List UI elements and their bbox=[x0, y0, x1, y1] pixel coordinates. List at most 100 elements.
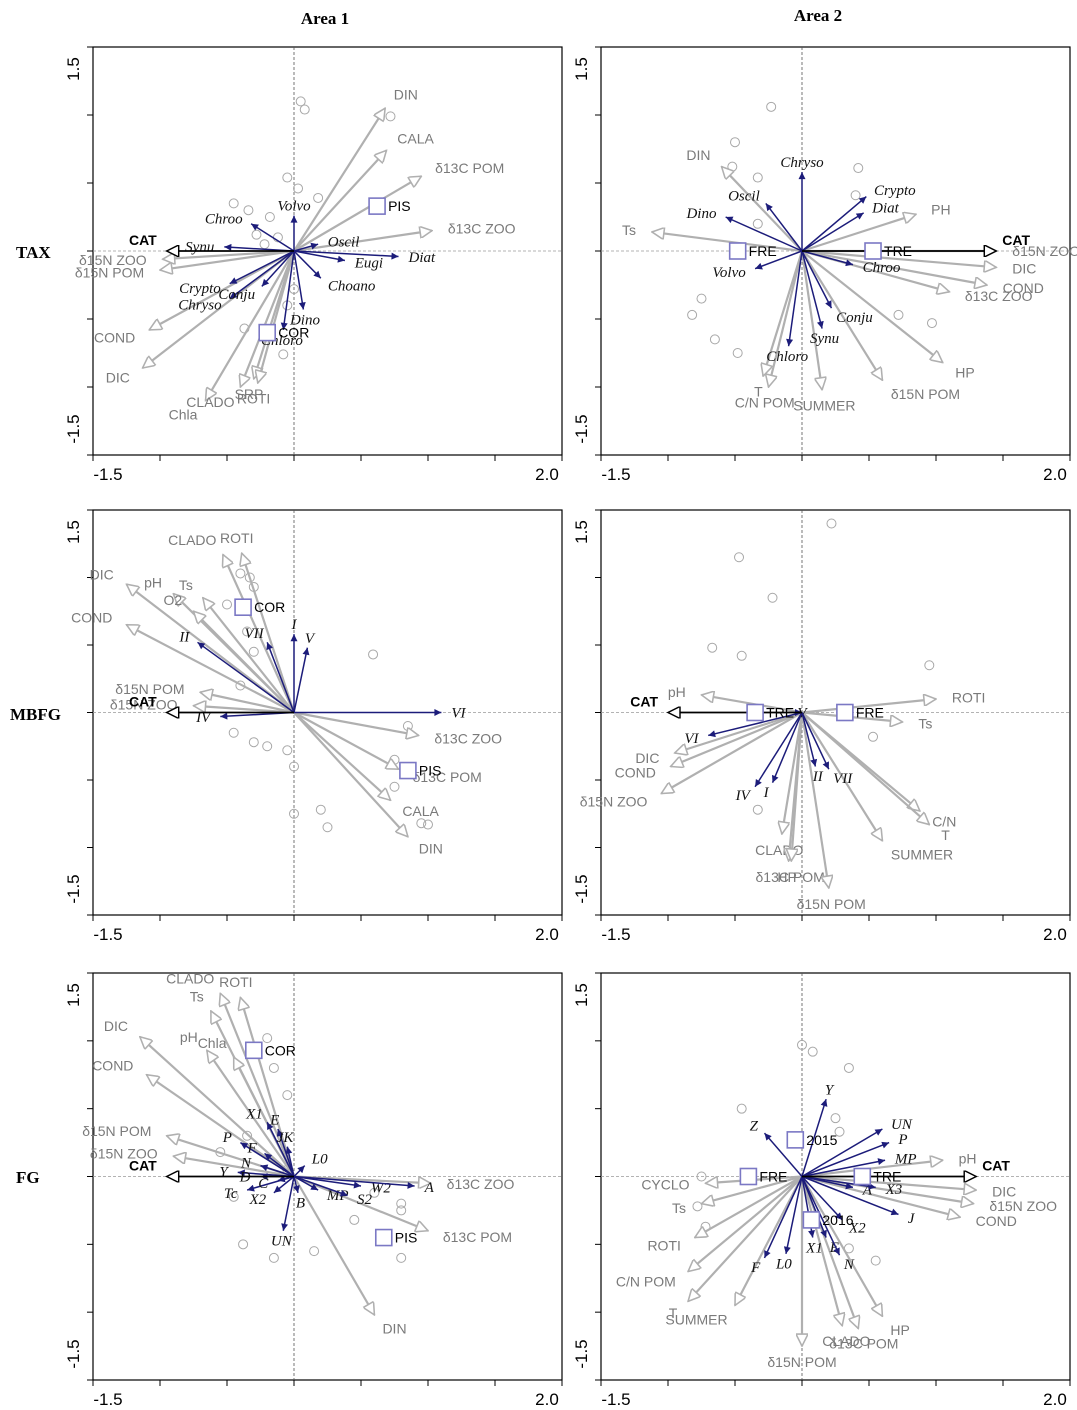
x-tick-label-max: 2.0 bbox=[1043, 925, 1067, 944]
env-vector-c-n-pom bbox=[688, 1175, 803, 1272]
species-label-jk: JK bbox=[277, 1130, 295, 1146]
species-label-c: C bbox=[258, 1176, 269, 1192]
y-tick-label-min: -1.5 bbox=[64, 874, 83, 903]
env-vector-d15n-zoo bbox=[661, 711, 803, 795]
env-label-roti: ROTI bbox=[220, 530, 253, 546]
species-label-choano: Choano bbox=[328, 278, 376, 294]
species-label-z: Z bbox=[750, 1119, 759, 1135]
sample-point bbox=[278, 349, 289, 360]
env-label-t: T bbox=[754, 383, 763, 399]
env-label-d15n-zoo: δ15N ZOO bbox=[79, 252, 147, 268]
centroid-pis bbox=[399, 761, 417, 780]
sample-point bbox=[926, 318, 937, 329]
env-vector-c-n-pom bbox=[769, 250, 804, 387]
env-vector-d15n-pom bbox=[160, 249, 295, 270]
sample-point bbox=[222, 599, 232, 610]
species-vector-conju bbox=[801, 250, 833, 309]
env-label-d13c-zoo: δ13C ZOO bbox=[448, 220, 516, 236]
species-label-y: Y bbox=[219, 1165, 229, 1181]
species-vector-x2 bbox=[273, 1175, 295, 1194]
sample-point bbox=[924, 660, 935, 671]
env-label-summer: SUMMER bbox=[793, 398, 855, 414]
env-label-summer: SUMMER bbox=[665, 1312, 727, 1328]
species-label-l0: L0 bbox=[775, 1257, 792, 1273]
species-vector-x2 bbox=[801, 1175, 843, 1221]
species-label-diat: Diat bbox=[871, 201, 900, 217]
sample-point bbox=[807, 1046, 818, 1057]
sample-point bbox=[282, 745, 293, 756]
cat-label: CAT bbox=[982, 1158, 1010, 1174]
x-tick-label-min: -1.5 bbox=[93, 925, 122, 944]
species-label-iv: IV bbox=[735, 788, 752, 804]
env-label-clado: CLADO bbox=[822, 1333, 870, 1349]
species-vector-ii bbox=[197, 641, 295, 714]
env-label-roti: ROTI bbox=[647, 1237, 680, 1253]
sample-point bbox=[248, 646, 259, 657]
species-label-x1: X1 bbox=[805, 1240, 823, 1256]
species-vector-z bbox=[763, 1132, 803, 1177]
centroid-label-pis: PIS bbox=[395, 1230, 418, 1246]
species-label-x3: X3 bbox=[885, 1182, 903, 1198]
env-label-dic: DIC bbox=[106, 370, 130, 386]
env-vector-dic bbox=[675, 711, 803, 754]
y-tick-label-min: -1.5 bbox=[64, 414, 83, 443]
species-label-n: N bbox=[843, 1257, 855, 1273]
species-label-vi: VI bbox=[451, 706, 466, 722]
sample-point bbox=[322, 822, 333, 833]
sample-point bbox=[732, 348, 743, 358]
env-vector-din bbox=[293, 1175, 376, 1315]
species-label-d: D bbox=[239, 1170, 251, 1186]
row-title-mbfg: MBFG bbox=[10, 705, 61, 724]
env-vector-d13c-pom bbox=[791, 712, 804, 862]
sample-point bbox=[752, 804, 763, 815]
species-label-conju: Conju bbox=[836, 310, 873, 326]
centroid-label-pis: PIS bbox=[419, 763, 442, 779]
sample-point bbox=[834, 1126, 845, 1137]
env-label-hp: HP bbox=[890, 1322, 909, 1338]
sample-point bbox=[736, 1103, 747, 1114]
species-vector-f bbox=[763, 1176, 803, 1259]
env-label-cond: COND bbox=[92, 1058, 133, 1074]
env-label-d15n-pom: δ15N POM bbox=[891, 386, 960, 402]
env-vector-summer bbox=[734, 1175, 803, 1306]
sample-point bbox=[853, 163, 864, 174]
species-vector-un bbox=[281, 1176, 295, 1231]
env-label-d15n-zoo: δ15N ZOO bbox=[1012, 243, 1077, 259]
env-vector-hp bbox=[801, 250, 943, 363]
species-vector-conju bbox=[261, 250, 295, 287]
env-label-hp: HP bbox=[955, 364, 974, 380]
y-tick-label-min: -1.5 bbox=[64, 1339, 83, 1368]
species-vector-x3 bbox=[801, 1175, 876, 1190]
sample-point bbox=[289, 808, 299, 819]
species-label-volvo: Volvo bbox=[712, 265, 746, 281]
sample-point bbox=[707, 642, 718, 653]
env-vector-cala bbox=[293, 150, 386, 252]
species-vector-chryso bbox=[229, 250, 295, 300]
centroid-2016 bbox=[802, 1211, 821, 1229]
sample-point bbox=[752, 218, 763, 229]
env-label-dic: DIC bbox=[635, 750, 659, 766]
env-label-cond: COND bbox=[71, 609, 112, 625]
env-vector-cond bbox=[127, 623, 295, 714]
sample-point bbox=[730, 137, 740, 148]
species-label-i: I bbox=[291, 617, 298, 633]
sample-point bbox=[752, 172, 763, 183]
env-label-t: T bbox=[941, 827, 950, 843]
sample-point bbox=[736, 650, 747, 661]
y-tick-label-max: 1.5 bbox=[64, 57, 83, 81]
cat-label: CAT bbox=[129, 232, 157, 248]
centroid-label-tre: TRE bbox=[884, 243, 912, 259]
species-vector-jk bbox=[285, 1146, 295, 1177]
centroid-tre bbox=[864, 242, 882, 260]
env-vector-chla bbox=[204, 250, 295, 401]
env-vector-roti bbox=[240, 997, 296, 1177]
species-label-vi: VI bbox=[684, 731, 699, 747]
env-label-roti: ROTI bbox=[219, 974, 252, 990]
species-vector-diat bbox=[293, 250, 399, 260]
env-label-ts: Ts bbox=[190, 989, 204, 1005]
sample-point bbox=[228, 727, 239, 738]
species-label-chryso: Chryso bbox=[178, 298, 222, 314]
sample-point bbox=[262, 1033, 273, 1044]
species-label-x1: X1 bbox=[245, 1106, 263, 1122]
sample-point bbox=[709, 334, 720, 345]
